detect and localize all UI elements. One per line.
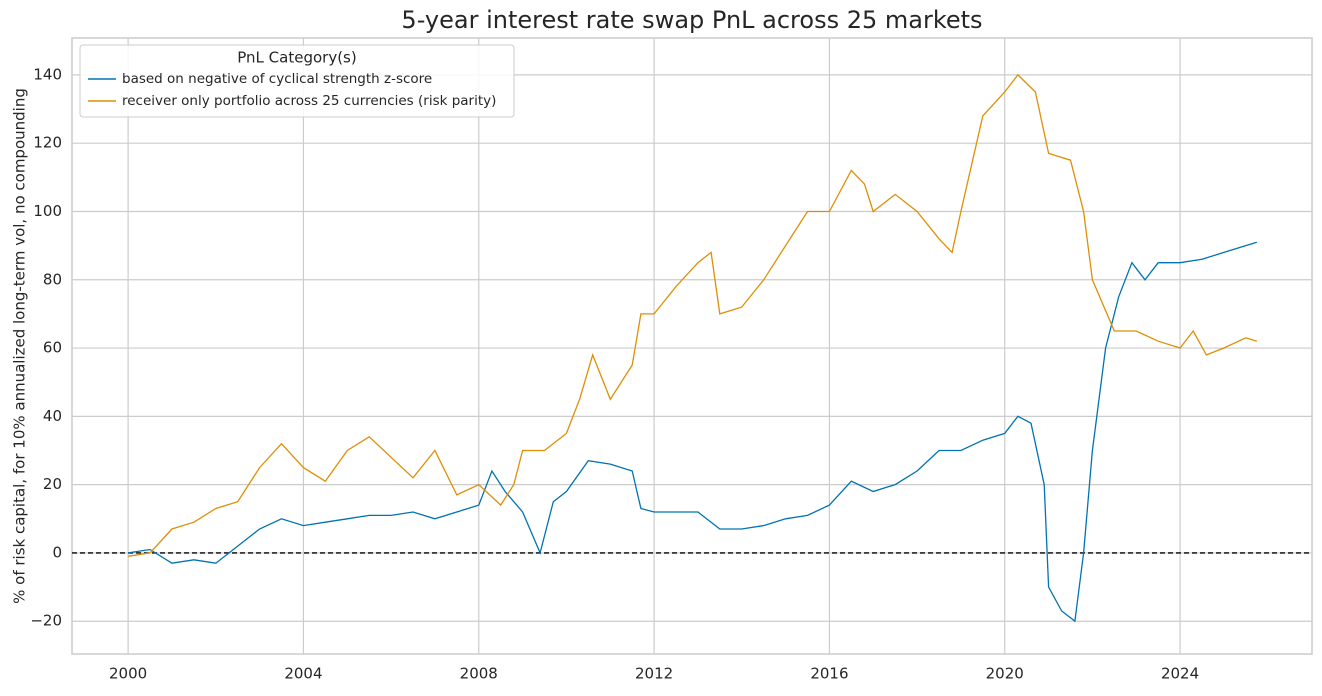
y-tick-label: 40 xyxy=(43,407,62,425)
line-series xyxy=(128,73,1257,557)
x-tick-label: 2024 xyxy=(1161,665,1199,683)
x-tick-label: 2016 xyxy=(810,665,848,683)
y-tick-label: 0 xyxy=(52,543,62,561)
legend-box xyxy=(79,44,515,118)
y-tick-label: 60 xyxy=(43,339,62,357)
legend-label: based on negative of cyclical strength z… xyxy=(122,71,432,87)
y-tick-label: 80 xyxy=(43,270,62,288)
y-tick-label: 120 xyxy=(33,134,62,152)
line-series xyxy=(128,241,1257,623)
y-tick-label: 140 xyxy=(33,65,62,83)
legend: PnL Category(s) based on negative of cycl… xyxy=(79,44,515,118)
y-tick-label: −20 xyxy=(30,612,62,630)
y-tick-label: 100 xyxy=(33,202,62,220)
legend-title: PnL Category(s) xyxy=(237,49,356,67)
x-tick-label: 2008 xyxy=(460,665,498,683)
x-tick-label: 2004 xyxy=(284,665,322,683)
y-tick-label: 20 xyxy=(43,475,62,493)
chart-title: 5-year interest rate swap PnL across 25 … xyxy=(401,6,982,34)
plot-frame xyxy=(71,37,1313,655)
x-tick-label: 2012 xyxy=(635,665,673,683)
legend-label: receiver only portfolio across 25 curren… xyxy=(122,93,496,109)
x-tick-label: 2000 xyxy=(109,665,147,683)
y-axis-label: % of risk capital, for 10% annualized lo… xyxy=(11,88,29,604)
x-tick-label: 2020 xyxy=(986,665,1024,683)
